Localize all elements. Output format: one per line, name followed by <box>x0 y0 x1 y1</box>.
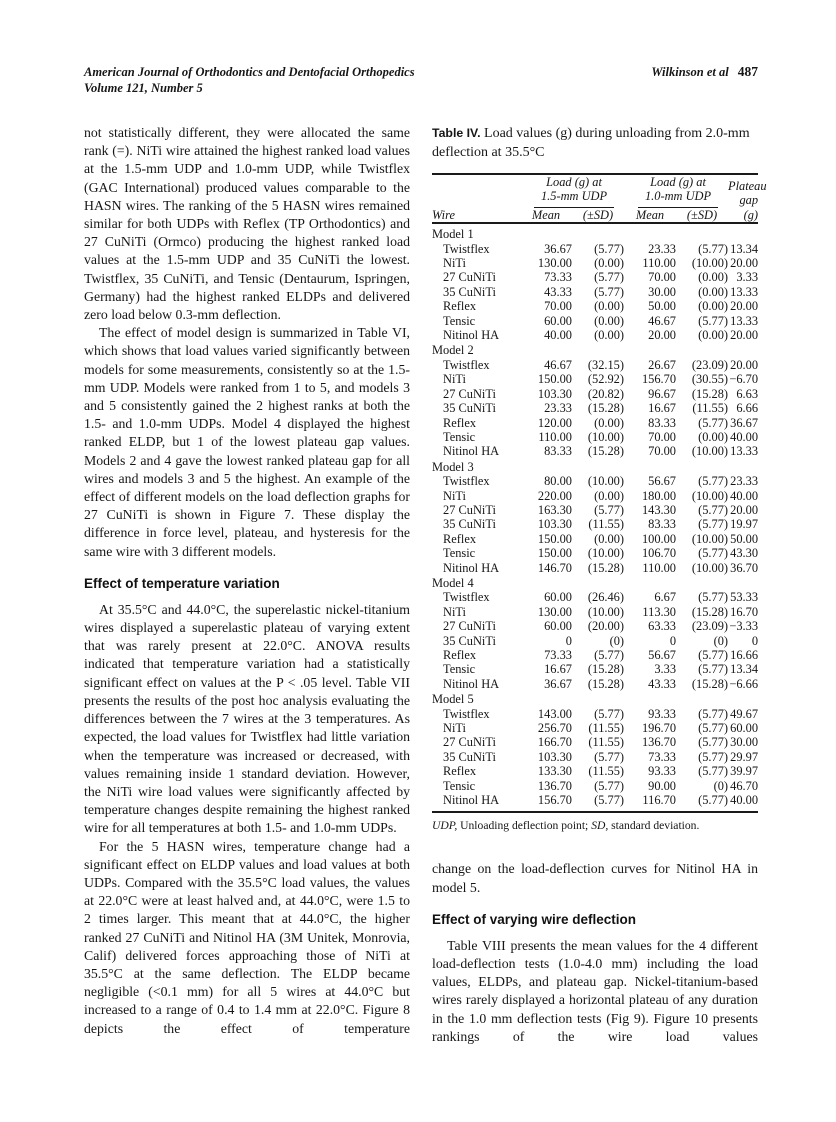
table-row: 35 CuNiTi 103.30 (11.55) 83.33 (5.77) 19.97 <box>443 517 759 532</box>
header-sd-15: (±SD) <box>582 207 614 222</box>
table-row: 27 CuNiTi 163.30 (5.77) 143.30 (5.77) 20.00 <box>443 502 759 517</box>
table-row: 27 CuNiTi 166.70 (11.55) 136.70 (5.77) 30.00 <box>443 735 759 750</box>
header-plateau-gap: Plateau gap (g) <box>728 179 767 222</box>
table-row: Twistflex 46.67 (32.15) 26.67 (23.09) 20.00 <box>443 357 759 372</box>
subheader-row: Wire Mean (±SD) Mean (±SD) <box>432 208 758 223</box>
table-row: Twistflex 80.00 (10.00) 56.67 (5.77) 23.33 <box>443 474 759 489</box>
running-head: American Journal of Orthodontics and Den… <box>84 64 758 96</box>
table-row: Tensic 150.00 (10.00) 106.70 (5.77) 43.30 <box>443 546 759 561</box>
header-load-10: Load (g) at 1.0-mm UDP <box>624 174 728 208</box>
two-column-layout: not statistically different, they were a… <box>84 124 767 1046</box>
table-row: Tensic 16.67 (15.28) 3.33 (5.77) 13.34 <box>443 662 759 677</box>
paragraph: Table VIII presents the mean values for … <box>432 937 758 1044</box>
table-footnote: UDP, Unloading deflection point; SD, sta… <box>432 819 700 833</box>
table-row: NiTi 256.70 (11.55) 196.70 (5.77) 60.00 <box>443 721 759 736</box>
table-row: Reflex 133.30 (11.55) 93.33 (5.77) 39.97 <box>443 764 759 779</box>
table-row: Twistflex 143.00 (5.77) 93.33 (5.77) 49.67 <box>443 706 759 721</box>
model-group-row: Model 2 <box>432 343 474 358</box>
empty-header-cell <box>432 174 520 208</box>
table-row: NiTi 150.00 (52.92) 156.70 (30.55) −6.70 <box>443 372 759 387</box>
section-heading-temperature: Effect of temperature variation <box>84 575 280 591</box>
table-row: 35 CuNiTi 43.33 (5.77) 30.00 (0.00) 13.33 <box>443 284 759 299</box>
table-row: 27 CuNiTi 60.00 (20.00) 63.33 (23.09) −3.33 <box>443 619 759 634</box>
author-citation: Wilkinson et al <box>651 65 729 79</box>
paragraph: At 35.5°C and 44.0°C, the superelastic n… <box>84 601 410 836</box>
paragraph: change on the load-deflection curves for… <box>432 861 758 895</box>
table-row: Reflex 70.00 (0.00) 50.00 (0.00) 20.00 <box>443 299 759 314</box>
model-group-row: Model 3 <box>432 459 474 474</box>
section-heading-deflection: Effect of varying wire deflection <box>432 911 637 927</box>
table-header: Load (g) at 1.5-mm UDP Load (g) at 1.0-m… <box>432 174 767 224</box>
header-sd-10: (±SD) <box>686 207 718 222</box>
table-row: NiTi 130.00 (0.00) 110.00 (10.00) 20.00 <box>443 256 759 271</box>
table-row: Reflex 150.00 (0.00) 100.00 (10.00) 50.00 <box>443 531 759 546</box>
table-row: 27 CuNiTi 73.33 (5.77) 70.00 (0.00) 3.33 <box>443 270 759 285</box>
paragraph: For the 5 HASN wires, temperature change… <box>84 838 410 1036</box>
author-page-line: Wilkinson et al 487 <box>651 64 758 80</box>
paragraph: The effect of model design is summarized… <box>84 325 410 559</box>
table-row: Nitinol HA 40.00 (0.00) 20.00 (0.00) 20.00 <box>443 328 759 343</box>
table-row: Tensic 60.00 (0.00) 46.67 (5.77) 13.33 <box>443 313 759 328</box>
model-group-row: Model 4 <box>432 575 474 590</box>
table-row: Tensic 110.00 (10.00) 70.00 (0.00) 40.00 <box>443 429 759 444</box>
journal-title: American Journal of Orthodontics and Den… <box>84 65 415 79</box>
spanner-row: Load (g) at 1.5-mm UDP Load (g) at 1.0-m… <box>432 174 767 222</box>
table-row: Reflex 73.33 (5.77) 56.67 (5.77) 16.66 <box>443 648 759 662</box>
table-row: Tensic 136.70 (5.77) 90.00 (0) 46.70 <box>443 778 759 793</box>
header-mean-10: Mean <box>635 207 665 222</box>
header-load-15: Load (g) at 1.5-mm UDP <box>520 174 624 208</box>
table-row: Nitinol HA 36.67 (15.28) 43.33 (15.28) −6.66 <box>443 676 759 691</box>
table-iv-block: Table IV. Load values (g) during unloadi… <box>432 124 767 833</box>
table-row: Nitinol HA 83.33 (15.28) 70.00 (10.00) 13.33 <box>443 444 759 459</box>
right-column: Table IV. Load values (g) during unloadi… <box>432 124 767 1046</box>
table-row: Twistflex 36.67 (5.77) 23.33 (5.77) 13.34 <box>443 241 759 256</box>
model-group-row: Model 5 <box>432 692 474 707</box>
page-number: 487 <box>737 64 758 79</box>
table-caption: Table IV. Load values (g) during unloadi… <box>432 124 758 162</box>
journal-volume: Volume 121, Number 5 <box>84 81 203 95</box>
table-row: Nitinol HA 156.70 (5.77) 116.70 (5.77) 40.00 <box>443 793 759 808</box>
table-row: NiTi 220.00 (0.00) 180.00 (10.00) 40.00 <box>443 488 759 503</box>
header-wire: Wire <box>432 207 455 222</box>
journal-identification: American Journal of Orthodontics and Den… <box>84 64 415 96</box>
table-row: 35 CuNiTi 103.30 (5.77) 73.33 (5.77) 29.97 <box>443 749 759 764</box>
table-title-text: Load values (g) during unloading from 2.… <box>432 126 750 160</box>
model-group-row: Model 1 <box>432 227 474 242</box>
table-row: Nitinol HA 146.70 (15.28) 110.00 (10.00) 36.7… <box>443 560 759 575</box>
table-row: Twistflex 60.00 (26.46) 6.67 (5.77) 53.33 <box>443 590 759 605</box>
paragraph: not statistically different, they were a… <box>84 125 410 323</box>
table-row: Reflex 120.00 (0.00) 83.33 (5.77) 36.67 <box>443 415 759 430</box>
table-label: Table IV. <box>432 126 481 140</box>
load-values-table: Load (g) at 1.5-mm UDP Load (g) at 1.0-m… <box>432 173 767 814</box>
table-row: 35 CuNiTi 23.33 (15.28) 16.67 (11.55) 6.66 <box>443 401 759 416</box>
table-row: 27 CuNiTi 103.30 (20.82) 96.67 (15.28) 6.63 <box>443 386 759 401</box>
table-body: Model 1 Twistflex 36.67 (5.77) 23.33 (5.77) 13… <box>432 223 758 812</box>
table-row: NiTi 130.00 (10.00) 113.30 (15.28) 16.70 <box>443 604 759 619</box>
table-row: 35 CuNiTi 0 (0) 0 (0) 0 <box>443 633 759 648</box>
left-column: not statistically different, they were a… <box>84 124 410 1046</box>
header-mean-15: Mean <box>531 207 561 222</box>
